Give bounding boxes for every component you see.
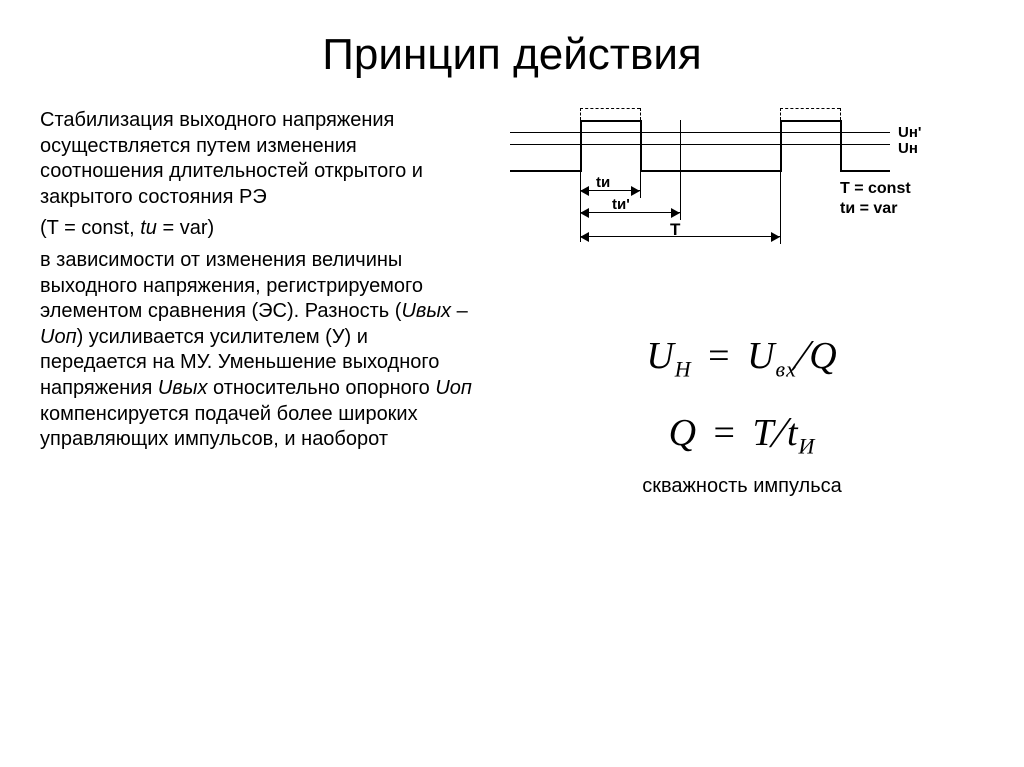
slide: Принцип действия Стабилизация выходного …: [0, 0, 1024, 767]
f2-eq: =: [714, 412, 736, 454]
wave-seg: [640, 170, 780, 172]
label-T: T: [670, 220, 680, 240]
label-uh-prime: Uн': [898, 124, 921, 141]
text-column: Стабилизация выходного напряжения осущес…: [40, 108, 480, 498]
f1-eq: =: [708, 335, 730, 377]
wave-seg: [780, 120, 782, 172]
dim-ext: [640, 172, 641, 198]
ref-line-uh-prime: [510, 132, 890, 133]
f2-slash: ⁄: [777, 408, 785, 457]
f2-Q: Q: [669, 412, 697, 454]
p2-prefix: (T = const,: [40, 217, 140, 239]
p3c: –: [451, 300, 468, 322]
paragraph-2: (T = const, tи = var): [40, 216, 480, 242]
dim-ext: [780, 172, 781, 244]
p3b: Uвых: [401, 300, 451, 322]
wave-seg: [640, 120, 642, 172]
f1-sub-H: Н: [675, 357, 692, 382]
p3a: в зависимости от изменения величины выхо…: [40, 249, 423, 322]
f2-T: T: [752, 412, 774, 454]
formula-1: UН = Uвх⁄Q: [500, 328, 984, 383]
f1-sub-vx: вх: [776, 357, 797, 382]
f2-t: t: [787, 412, 799, 454]
dash-mark: [840, 108, 841, 120]
wave-seg: [580, 120, 640, 122]
label-ti: tи: [596, 174, 610, 191]
p3i: компенсируется подачей более широких упр…: [40, 403, 418, 451]
paragraph-1: Стабилизация выходного напряжения осущес…: [40, 108, 480, 210]
timing-diagram: Uн' Uн: [510, 108, 950, 278]
dim-ti-prime: [580, 212, 680, 213]
p2-italic: tи: [140, 217, 157, 239]
ref-line-uh: [510, 144, 890, 145]
p3h: Uоп: [435, 377, 472, 399]
formula-caption: скважность импульса: [500, 475, 984, 498]
f1-slash: ⁄: [799, 331, 807, 380]
wave-seg: [840, 120, 842, 172]
dash-mark: [580, 108, 640, 109]
dash-mark: [780, 108, 781, 120]
wave-seg-dash: [680, 120, 681, 172]
dim-ext: [680, 172, 681, 220]
p3f: Uвых: [158, 377, 208, 399]
p3g: относительно опорного: [207, 377, 435, 399]
figure-column: Uн' Uн: [500, 108, 984, 498]
formulas-block: UН = Uвх⁄Q Q = T⁄tИ скважность импульса: [500, 328, 984, 498]
dash-mark: [780, 108, 840, 109]
label-ti-var: tи = var: [840, 200, 897, 218]
f1-Q: Q: [809, 335, 837, 377]
wave-seg: [780, 120, 840, 122]
dash-mark: [580, 108, 581, 120]
wave-seg: [840, 170, 890, 172]
page-title: Принцип действия: [40, 30, 984, 80]
wave-seg: [580, 120, 582, 172]
dash-mark: [640, 108, 641, 120]
f1-U: U: [646, 335, 674, 377]
p2-suffix: = var): [157, 217, 214, 239]
label-t-const: T = const: [840, 180, 911, 198]
label-uh: Uн: [898, 140, 918, 157]
wave-seg: [510, 170, 580, 172]
paragraph-3: в зависимости от изменения величины выхо…: [40, 248, 480, 453]
label-ti-prime: tи': [612, 196, 630, 213]
f2-sub-I: И: [799, 433, 816, 458]
formula-2: Q = T⁄tИ: [500, 405, 984, 460]
p3d: Uоп: [40, 326, 77, 348]
two-column-layout: Стабилизация выходного напряжения осущес…: [40, 108, 984, 498]
f1-Uvx: U: [747, 335, 775, 377]
